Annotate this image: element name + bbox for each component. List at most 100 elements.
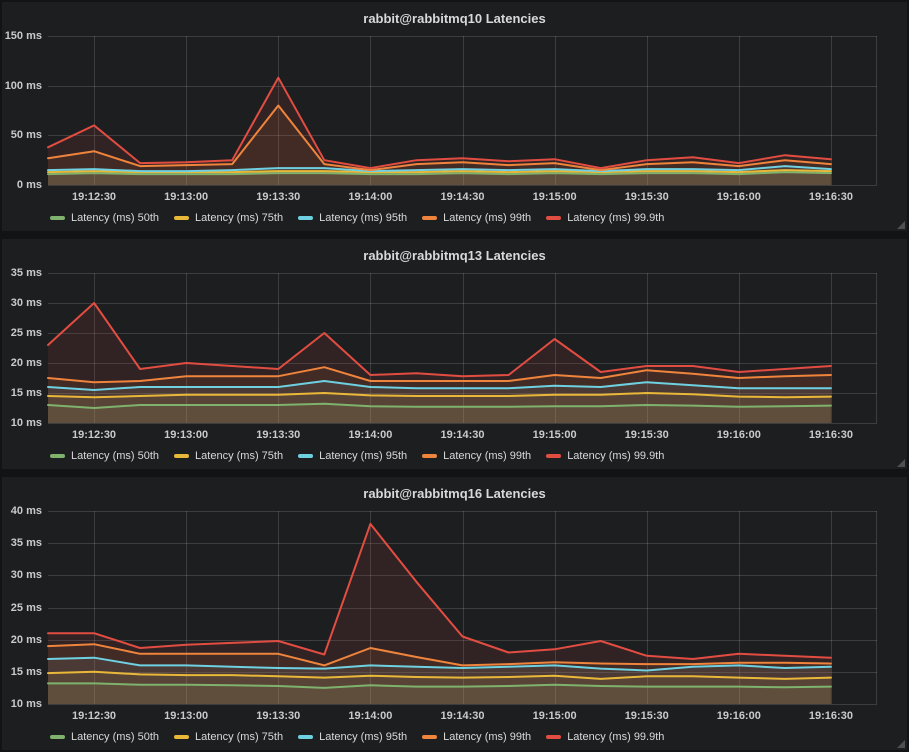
y-axis-tick-label: 40 ms xyxy=(10,505,42,517)
series-fill xyxy=(48,683,831,704)
legend-swatch-icon xyxy=(50,735,65,739)
legend-item-50th[interactable]: Latency (ms) 50th xyxy=(50,212,159,224)
series-line xyxy=(47,76,832,170)
legend-item-75th[interactable]: Latency (ms) 75th xyxy=(174,731,283,743)
x-axis-tick-label: 19:13:30 xyxy=(256,710,301,722)
panel-rabbitmq13-latencies: rabbit@rabbitmq13 Latencies 10 ms 15 ms 20… xyxy=(2,239,907,469)
legend-item-50th[interactable]: Latency (ms) 50th xyxy=(50,450,159,462)
x-axis-tick-label: 19:14:00 xyxy=(348,710,393,722)
x-axis-tick-label: 19:15:30 xyxy=(624,710,669,722)
y-axis-tick-label: 35 ms xyxy=(10,267,42,279)
legend-label: Latency (ms) 95th xyxy=(319,212,408,224)
legend-swatch-icon xyxy=(174,216,190,220)
series-fill xyxy=(48,77,831,185)
panel-title[interactable]: rabbit@rabbitmq13 Latencies xyxy=(363,248,546,263)
legend-swatch-icon xyxy=(546,735,562,739)
x-axis-tick-label: 19:13:00 xyxy=(164,710,209,722)
x-axis-tick-label: 19:12:30 xyxy=(72,429,117,441)
y-axis-tick-label: 15 ms xyxy=(10,387,42,399)
legend-item-99.9th[interactable]: Latency (ms) 99.9th xyxy=(546,731,664,743)
series-line xyxy=(47,104,832,172)
series-line xyxy=(47,171,832,176)
legend-label: Latency (ms) 99th xyxy=(443,450,532,462)
x-axis-tick-label: 19:12:30 xyxy=(72,710,117,722)
x-axis-tick-label: 19:16:00 xyxy=(716,429,761,441)
y-axis-tick-label: 20 ms xyxy=(10,357,42,369)
x-axis-tick-label: 19:16:00 xyxy=(716,191,761,203)
legend-item-99.9th[interactable]: Latency (ms) 99.9th xyxy=(546,212,664,224)
legend-swatch-icon xyxy=(298,735,314,739)
legend-label: Latency (ms) 99.9th xyxy=(567,212,665,224)
x-axis-tick-label: 19:13:00 xyxy=(164,429,209,441)
series-line xyxy=(47,656,832,672)
x-axis-tick-label: 19:13:30 xyxy=(256,191,301,203)
legend-item-99.9th[interactable]: Latency (ms) 99.9th xyxy=(546,450,664,462)
legend: Latency (ms) 50th Latency (ms) 75th Latenc… xyxy=(2,724,907,750)
panel-resize-handle[interactable] xyxy=(897,740,905,748)
y-axis-tick-label: 50 ms xyxy=(10,129,42,142)
panel-resize-handle[interactable] xyxy=(897,221,905,229)
panel-rabbitmq16-latencies: rabbit@rabbitmq16 Latencies 10 ms 15 ms 20… xyxy=(2,477,907,750)
panel-title[interactable]: rabbit@rabbitmq16 Latencies xyxy=(363,486,546,501)
series-line xyxy=(47,165,832,173)
chart-plot: 0 ms 50 ms 100 ms 150 ms 19:12:30 19:13:00 19:… xyxy=(2,30,907,203)
chart-canvas xyxy=(47,273,877,424)
legend-label: Latency (ms) 99th xyxy=(443,212,532,224)
series-fill xyxy=(48,381,831,423)
series-fill xyxy=(48,403,831,423)
legend-item-95th[interactable]: Latency (ms) 95th xyxy=(298,450,407,462)
legend-item-95th[interactable]: Latency (ms) 95th xyxy=(298,212,407,224)
x-axis-tick-label: 19:15:00 xyxy=(532,710,577,722)
legend-item-95th[interactable]: Latency (ms) 95th xyxy=(298,731,407,743)
y-axis-tick-label: 25 ms xyxy=(10,327,42,339)
x-axis-tick-label: 19:15:00 xyxy=(532,191,577,203)
legend-item-99th[interactable]: Latency (ms) 99th xyxy=(422,212,531,224)
panel-resize-handle[interactable] xyxy=(897,459,905,467)
panel-title[interactable]: rabbit@rabbitmq10 Latencies xyxy=(363,11,546,26)
legend-label: Latency (ms) 99.9th xyxy=(567,450,665,462)
y-axis-tick-label: 15 ms xyxy=(10,665,42,678)
series-fill xyxy=(48,523,831,704)
y-axis-tick-label: 0 ms xyxy=(16,179,42,191)
legend-label: Latency (ms) 75th xyxy=(195,731,284,743)
x-axis-tick-label: 19:13:30 xyxy=(256,429,301,441)
legend-label: Latency (ms) 75th xyxy=(195,212,284,224)
series-fill xyxy=(48,393,831,423)
series-fill xyxy=(48,105,831,185)
y-axis-tick-label: 30 ms xyxy=(10,569,42,582)
legend-item-99th[interactable]: Latency (ms) 99th xyxy=(422,731,531,743)
legend-label: Latency (ms) 50th xyxy=(71,212,160,224)
x-axis-tick-label: 19:15:00 xyxy=(532,429,577,441)
series-line xyxy=(47,366,832,384)
series-line xyxy=(47,402,832,409)
y-axis-tick-label: 30 ms xyxy=(10,297,42,309)
chart-plot: 10 ms 15 ms 20 ms 25 ms 30 ms 35 ms 19:12:30 19… xyxy=(2,267,907,441)
y-axis-tick-label: 10 ms xyxy=(10,417,42,429)
chart-canvas-area xyxy=(47,273,877,424)
legend-label: Latency (ms) 95th xyxy=(319,450,408,462)
legend-label: Latency (ms) 99.9th xyxy=(567,731,665,743)
legend-item-75th[interactable]: Latency (ms) 75th xyxy=(174,212,283,224)
x-axis-tick-label: 19:16:30 xyxy=(808,710,853,722)
series-line xyxy=(47,392,832,399)
x-axis-tick-label: 19:14:30 xyxy=(440,429,485,441)
legend-item-50th[interactable]: Latency (ms) 50th xyxy=(50,731,159,743)
chart-plot: 10 ms 15 ms 20 ms 25 ms 30 ms 35 ms 40 ms 19:12… xyxy=(2,505,907,722)
x-axis-tick-label: 19:16:30 xyxy=(808,429,853,441)
x-axis-tick-label: 19:14:00 xyxy=(348,191,393,203)
series-line xyxy=(47,682,832,689)
legend-swatch-icon xyxy=(50,454,65,458)
legend-swatch-icon xyxy=(174,735,190,739)
legend-swatch-icon xyxy=(546,216,562,220)
x-axis-tick-label: 19:13:00 xyxy=(164,191,209,203)
x-axis-tick-label: 19:14:00 xyxy=(348,429,393,441)
legend-swatch-icon xyxy=(422,454,438,458)
legend-swatch-icon xyxy=(50,216,65,220)
legend-item-75th[interactable]: Latency (ms) 75th xyxy=(174,450,283,462)
chart-canvas-area xyxy=(47,36,877,186)
legend: Latency (ms) 50th Latency (ms) 75th Latenc… xyxy=(2,205,907,231)
x-axis-tick-label: 19:16:30 xyxy=(808,191,853,203)
legend-item-99th[interactable]: Latency (ms) 99th xyxy=(422,450,531,462)
x-axis-tick-label: 19:12:30 xyxy=(72,191,117,203)
x-axis-tick-label: 19:16:00 xyxy=(716,710,761,722)
